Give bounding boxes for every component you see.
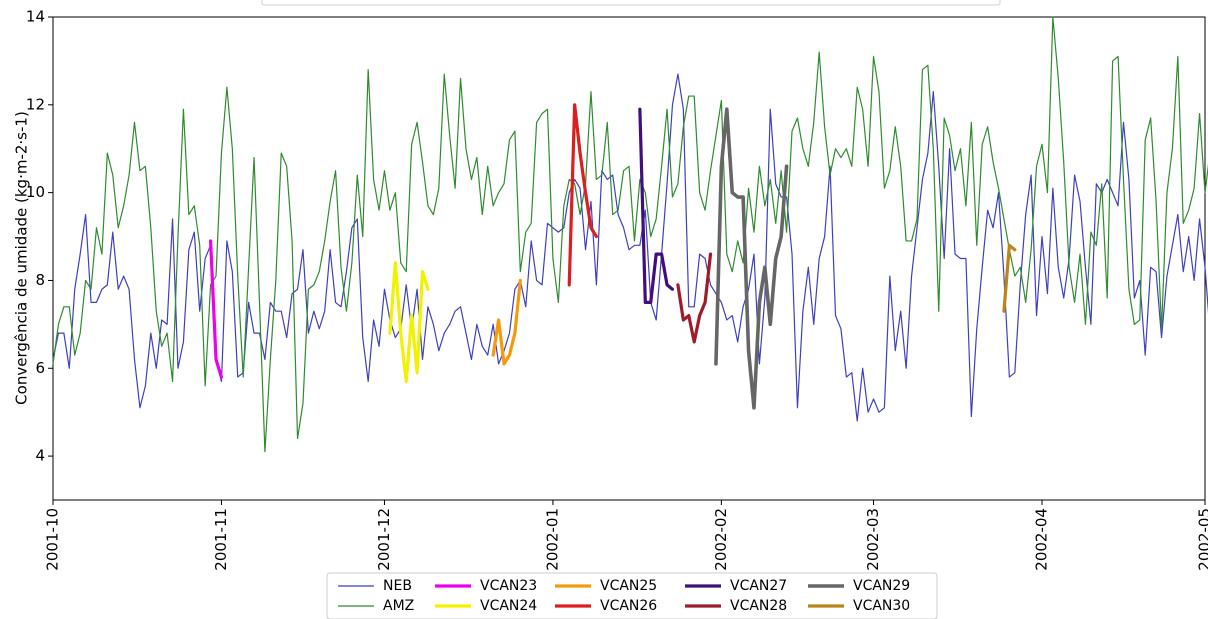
top-legend-fragment <box>261 0 1001 6</box>
legend-label-vcan30: VCAN30 <box>853 598 910 614</box>
legend-label-vcan26: VCAN26 <box>600 598 657 614</box>
series-line-vcan29 <box>714 107 789 410</box>
x-tick-label: 2001-11 <box>212 508 230 571</box>
plot-area-frame <box>52 16 1206 501</box>
legend-label-vcan28: VCAN28 <box>730 598 787 614</box>
series-line-vcan25 <box>491 278 522 366</box>
series-line-vcan27 <box>638 107 675 305</box>
x-tick-label: 2002-01 <box>543 508 561 571</box>
y-axis-label: Convergência de umidade (kg·m-2·s-1) <box>13 111 31 405</box>
y-tick-label: 10 <box>26 183 45 201</box>
legend-label-vcan23: VCAN23 <box>480 578 537 594</box>
legend-label-vcan25: VCAN25 <box>600 578 657 594</box>
x-tick-label: 2002-02 <box>712 508 730 571</box>
x-axis: 2001-10 2001-11 2001-12 2002-01 2002-02 2002-… <box>44 500 1208 571</box>
series-line-amz <box>52 16 1208 453</box>
legend-label-vcan29: VCAN29 <box>853 578 910 594</box>
series-line-vcan24 <box>388 261 430 384</box>
series-line-vcan26 <box>567 103 599 287</box>
y-tick-label: 4 <box>35 447 45 465</box>
top-legend-box <box>261 0 1001 6</box>
legend-label-neb: NEB <box>383 578 412 594</box>
series-line-vcan30 <box>1002 243 1017 313</box>
x-tick-label: 2001-12 <box>375 508 393 571</box>
series-line-neb <box>52 73 1208 422</box>
x-tick-label: 2002-03 <box>864 508 882 571</box>
legend: NEB AMZ VCAN23 VCAN24 VCAN25 VCAN26 VCAN27 VCAN… <box>326 572 938 619</box>
legend-label-vcan27: VCAN27 <box>730 578 787 594</box>
y-axis: 4 6 8 10 12 14 <box>26 8 53 465</box>
legend-frame <box>326 572 938 619</box>
series-line-vcan23 <box>208 239 224 379</box>
x-tick-label: 2002-04 <box>1032 508 1050 571</box>
legend-label-amz: AMZ <box>383 598 414 614</box>
x-tick-label: 2001-10 <box>44 508 62 571</box>
series-line-vcan28 <box>676 252 713 344</box>
series-layer <box>52 16 1208 453</box>
y-tick-label: 6 <box>35 359 45 377</box>
legend-label-vcan24: VCAN24 <box>480 598 537 614</box>
y-tick-label: 14 <box>26 8 45 26</box>
y-tick-label: 12 <box>26 95 45 113</box>
x-tick-label: 2002-05 <box>1196 508 1208 571</box>
y-tick-label: 8 <box>35 271 45 289</box>
